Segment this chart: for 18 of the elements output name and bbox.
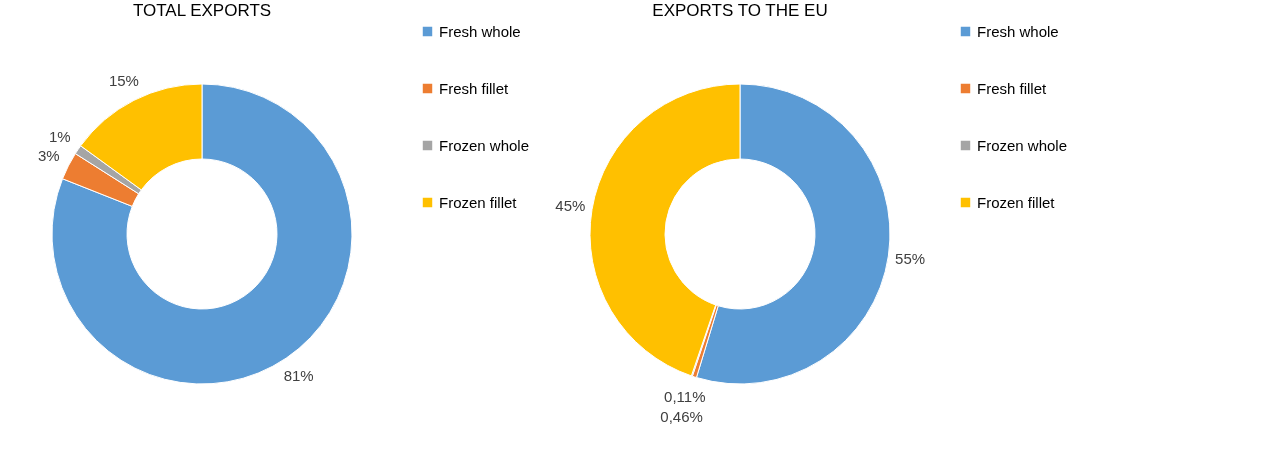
data-label: 3% [37,146,60,164]
legend-label: Fresh fillet [977,79,1048,97]
legend-label: Fresh fillet [439,79,510,97]
legend-label: Fresh whole [977,22,1059,40]
data-label: 15% [108,71,139,89]
legend-label: Frozen whole [977,136,1068,154]
chart-title: EXPORTS TO THE EU [652,1,828,20]
data-label: 81% [283,367,314,385]
legend-label: Frozen fillet [977,193,1056,211]
data-label: 0,11% [664,387,706,405]
legend-label: Frozen fillet [439,193,518,211]
data-label: 1% [48,128,71,146]
legend-label: Fresh whole [439,22,521,40]
chart-title: TOTAL EXPORTS [132,1,272,20]
data-label: 0,46% [660,407,703,425]
data-label: 45% [555,196,586,214]
data-label: 55% [895,250,926,268]
legend-label: Frozen whole [439,136,530,154]
